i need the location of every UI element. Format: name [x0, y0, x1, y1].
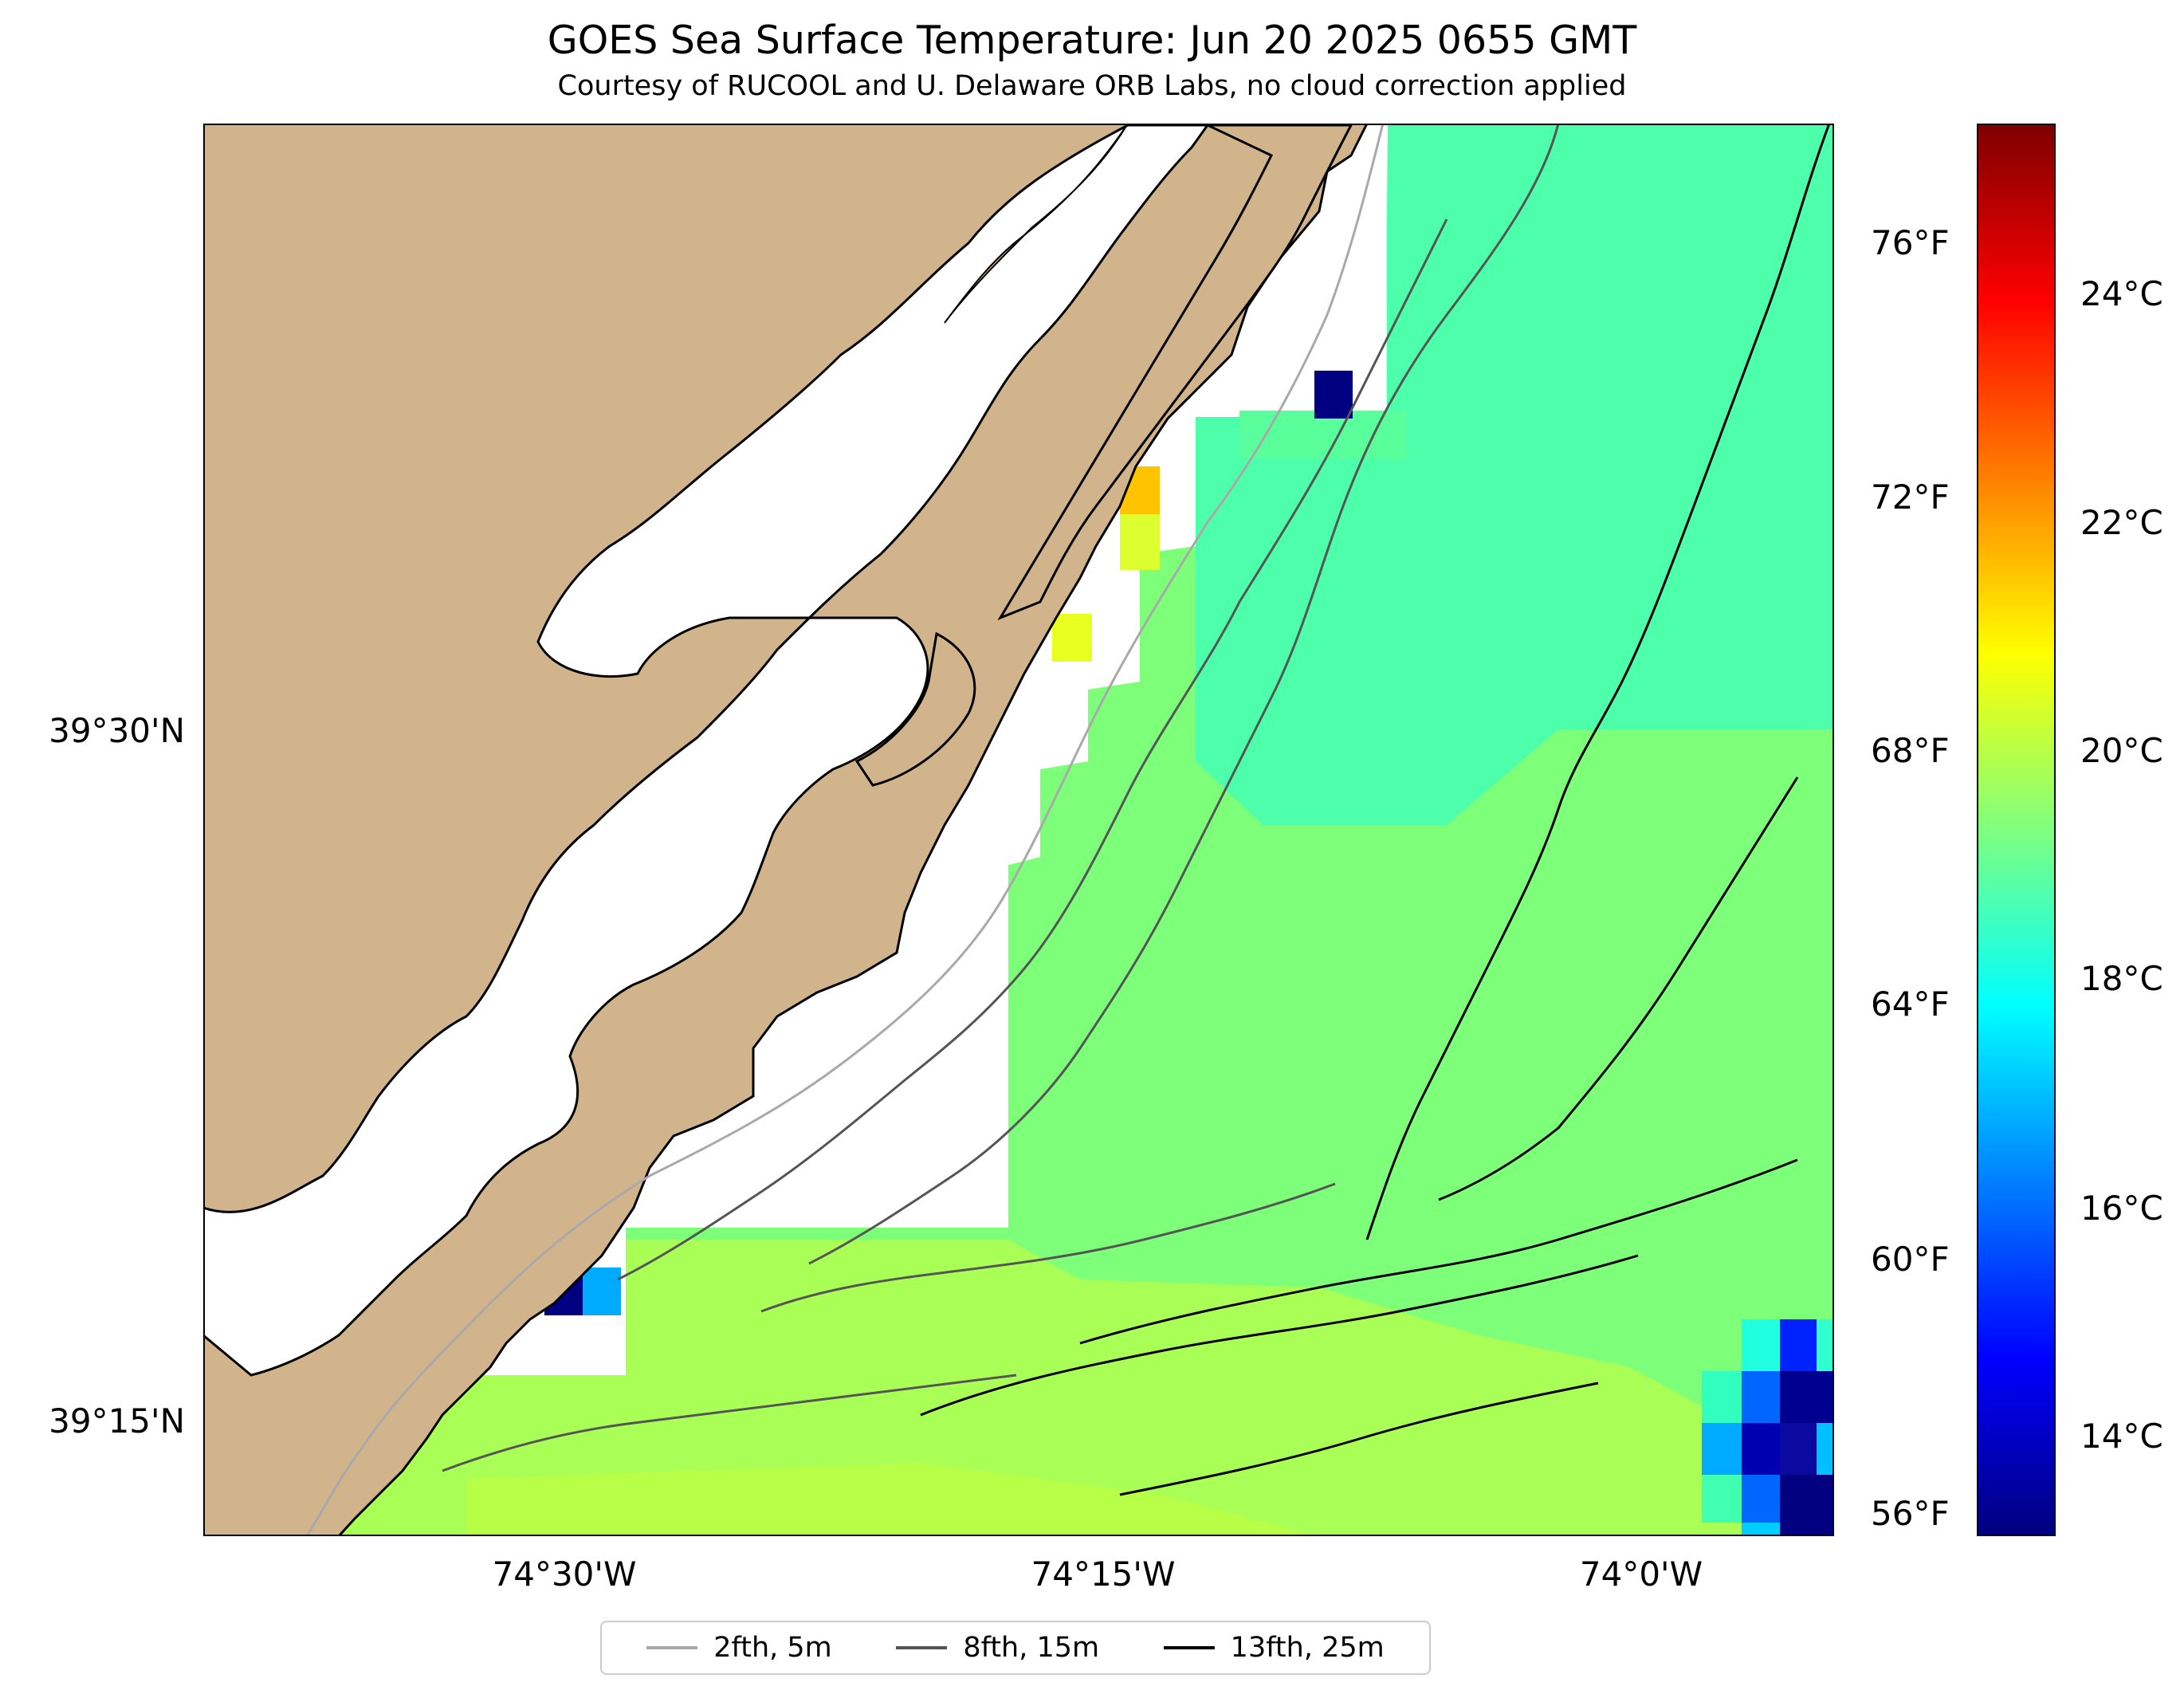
- colorbar-fahrenheit-label: 64°F: [1871, 985, 1950, 1024]
- sst-se-pixel: [1817, 1423, 1834, 1475]
- sst-se-pixel: [1702, 1371, 1742, 1423]
- sst-inlet-pixel: [1120, 514, 1160, 570]
- colorbar-celsius-label: 18°C: [2080, 959, 2163, 998]
- isobath-13fth: [920, 1254, 1639, 1417]
- isobath-8fth: [760, 1182, 1336, 1313]
- colorbar-fahrenheit-label: 56°F: [1871, 1494, 1950, 1533]
- sst-map[interactable]: [203, 124, 1834, 1536]
- isobath-13fth: [1119, 1382, 1599, 1496]
- colorbar-celsius-label: 22°C: [2080, 503, 2163, 542]
- sst-se-pixel: [1702, 1475, 1742, 1523]
- isobath-legend: 2fth, 5m 8fth, 15m 13fth, 25m: [600, 1621, 1431, 1675]
- isobath-8fth: [808, 124, 1560, 1265]
- sst-se-pixel: [1742, 1475, 1780, 1523]
- lon-label-74-15: 74°15'W: [1031, 1555, 1176, 1594]
- isobath-13fth: [1438, 776, 1799, 1201]
- legend-label: 2fth, 5m: [713, 1632, 832, 1664]
- sst-south-warm-core: [466, 1463, 1319, 1536]
- sst-se-pixel: [1780, 1475, 1834, 1536]
- isobath-contours: [305, 124, 1831, 1536]
- sst-se-pixel: [1742, 1319, 1780, 1371]
- isobath-13fth: [1079, 1158, 1798, 1345]
- legend-label: 8fth, 15m: [963, 1632, 1100, 1664]
- sst-se-pixel: [1742, 1423, 1780, 1475]
- sst-inlet-pixel: [1052, 614, 1092, 662]
- map-subtitle: Courtesy of RUCOOL and U. Delaware ORB L…: [557, 70, 1627, 102]
- colorbar-fahrenheit-label: 76°F: [1871, 223, 1950, 262]
- sst-se-pixel: [1780, 1423, 1817, 1475]
- nj-mainland: [203, 124, 1369, 1536]
- lat-label-39-30: 39°30'N: [49, 711, 185, 750]
- map-border: [203, 124, 1834, 1536]
- map-title: GOES Sea Surface Temperature: Jun 20 202…: [547, 18, 1637, 63]
- lat-label-39-15: 39°15'N: [49, 1401, 185, 1441]
- sst-cool-pixel: [583, 1268, 621, 1315]
- sst-north-pixels: [1239, 411, 1407, 458]
- colorbar-fahrenheit-label: 60°F: [1871, 1240, 1950, 1279]
- marsh-island: [944, 124, 1129, 324]
- colorbar-fahrenheit-label: 72°F: [1871, 478, 1950, 517]
- legend-swatch: [1163, 1646, 1215, 1649]
- bay-island: [854, 631, 976, 787]
- isobath-13fth: [1365, 124, 1831, 1240]
- colorbar-celsius-label: 14°C: [2080, 1417, 2163, 1456]
- land-mass: [203, 124, 1369, 1536]
- sst-cold-pixel: [1314, 371, 1353, 419]
- sst-se-pixel: [1702, 1423, 1742, 1475]
- legend-swatch: [646, 1646, 698, 1649]
- lon-label-74-0: 74°0'W: [1579, 1555, 1703, 1594]
- sst-se-pixel: [1817, 1319, 1834, 1371]
- lon-label-74-30: 74°30'W: [492, 1555, 637, 1594]
- isobath-8fth: [617, 218, 1448, 1281]
- legend-item-8fth: 8fth, 15m: [896, 1632, 1099, 1664]
- legend-label: 13fth, 25m: [1230, 1632, 1385, 1664]
- sst-se-pixel: [1780, 1319, 1817, 1371]
- sst-south-warm-belt: [311, 1240, 1834, 1536]
- temperature-colorbar: [1977, 124, 2056, 1536]
- colorbar-celsius-label: 20°C: [2080, 731, 2163, 770]
- sst-se-pixel: [1742, 1523, 1780, 1536]
- colorbar-celsius-label: 16°C: [2080, 1189, 2163, 1228]
- colorbar-celsius-label: 24°C: [2080, 274, 2163, 313]
- colorbar-fahrenheit-label: 68°F: [1871, 731, 1950, 770]
- sst-se-pixel: [1742, 1371, 1780, 1423]
- sst-se-pixel: [1780, 1371, 1834, 1423]
- isobath-2fth: [305, 124, 1385, 1536]
- legend-item-2fth: 2fth, 5m: [646, 1632, 832, 1664]
- legend-item-13fth: 13fth, 25m: [1163, 1632, 1385, 1664]
- legend-swatch: [896, 1646, 948, 1649]
- sst-north-cool-band: [1196, 124, 1834, 825]
- isobath-8fth: [442, 1374, 1017, 1472]
- barrier-island-north: [997, 124, 1353, 621]
- back-bay-waters: [203, 124, 1210, 1377]
